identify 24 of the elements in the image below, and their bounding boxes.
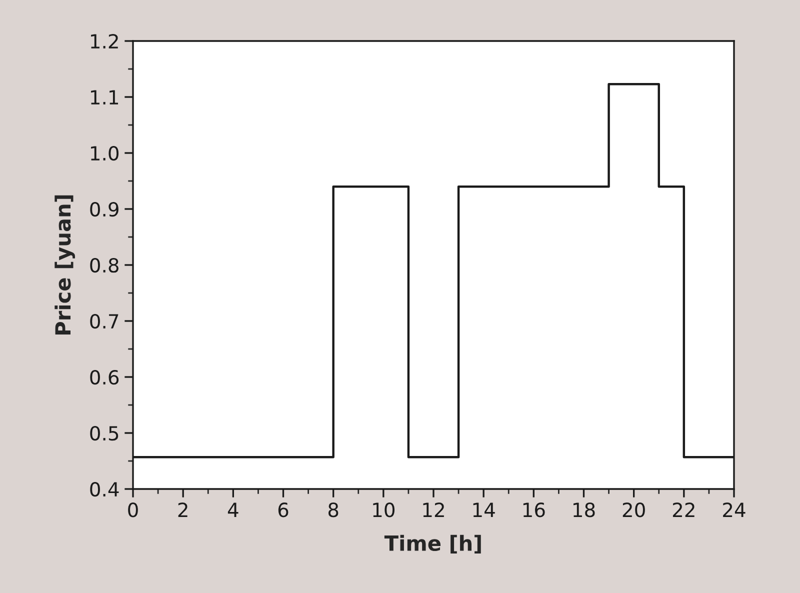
y-tick-label: 1.1 bbox=[91, 90, 118, 104]
x-tick-label: 0 bbox=[128, 502, 138, 518]
y-axis-title: Price [yuan] bbox=[54, 195, 75, 334]
y-tick-label: 0.6 bbox=[90, 370, 119, 385]
x-tick-label: 18 bbox=[574, 502, 595, 518]
y-tick-label: 1.0 bbox=[91, 146, 119, 161]
x-tick-label: 6 bbox=[278, 502, 288, 518]
y-tick-label: 1.2 bbox=[91, 34, 118, 48]
y-tick-label: 0.4 bbox=[90, 482, 119, 497]
x-tick-label: 8 bbox=[328, 502, 338, 518]
y-tick-label: 0.5 bbox=[90, 426, 118, 441]
x-tick-label: 12 bbox=[423, 502, 444, 517]
x-tick-label: 2 bbox=[178, 502, 188, 517]
x-tick-label: 16 bbox=[523, 502, 545, 518]
y-tick-label: 0.8 bbox=[90, 258, 118, 273]
x-tick-label: 24 bbox=[723, 502, 746, 517]
x-axis-title: Time [h] bbox=[384, 534, 481, 554]
y-tick-label: 0.7 bbox=[90, 314, 118, 329]
x-tick-label: 14 bbox=[473, 502, 495, 517]
y-tick-label: 0.9 bbox=[90, 202, 118, 217]
x-tick-label: 20 bbox=[622, 502, 645, 518]
x-tick-label: 4 bbox=[228, 502, 238, 517]
x-tick-label: 10 bbox=[373, 502, 394, 518]
x-tick-label: 22 bbox=[672, 502, 694, 517]
